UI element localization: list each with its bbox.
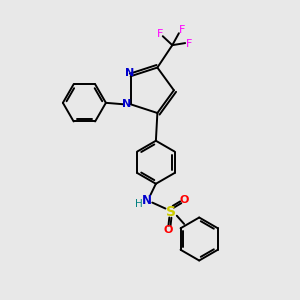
Text: N: N [122, 99, 131, 109]
Text: H: H [135, 199, 142, 209]
Text: N: N [142, 194, 152, 207]
Text: F: F [179, 25, 185, 35]
Text: S: S [166, 205, 176, 219]
Text: F: F [157, 29, 163, 39]
Text: O: O [163, 225, 172, 235]
Text: O: O [180, 195, 189, 205]
Text: F: F [185, 39, 192, 49]
Text: N: N [124, 68, 134, 78]
